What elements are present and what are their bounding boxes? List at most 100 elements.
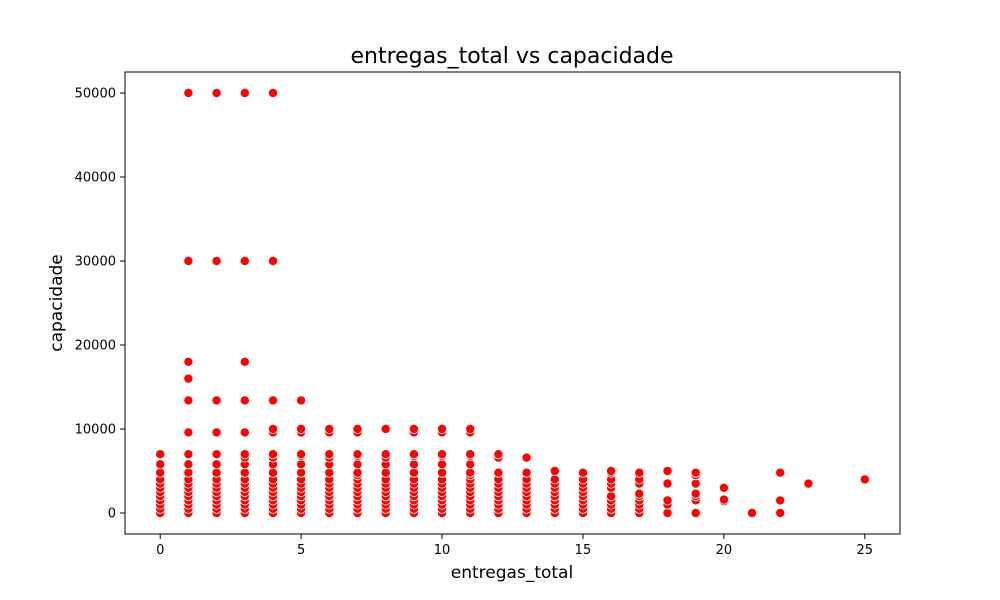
data-point: [690, 467, 701, 478]
data-point: [239, 356, 250, 367]
data-point: [775, 467, 786, 478]
data-point: [436, 449, 447, 460]
x-axis-label: entregas_total: [451, 563, 573, 583]
data-point: [634, 488, 645, 499]
data-point: [690, 478, 701, 489]
data-point: [183, 255, 194, 266]
y-tick-label: 10000: [75, 423, 116, 438]
data-point: [436, 459, 447, 470]
chart-title: entregas_total vs capacidade: [350, 44, 673, 69]
data-point: [662, 478, 673, 489]
data-point: [718, 482, 729, 493]
data-point: [296, 423, 307, 434]
data-point: [211, 459, 222, 470]
data-point: [465, 459, 476, 470]
data-point: [155, 467, 166, 478]
data-point: [634, 467, 645, 478]
data-point: [183, 373, 194, 384]
y-tick-label: 20000: [75, 339, 116, 354]
data-point: [493, 449, 504, 460]
data-point: [352, 423, 363, 434]
y-axis-label: capacidade: [47, 254, 67, 352]
data-point: [324, 449, 335, 460]
x-tick-label: 20: [716, 543, 733, 558]
data-point: [662, 507, 673, 518]
data-point: [239, 449, 250, 460]
data-point: [465, 467, 476, 478]
data-point: [408, 467, 419, 478]
data-point: [183, 395, 194, 406]
data-point: [267, 88, 278, 99]
data-point: [606, 465, 617, 476]
data-point: [183, 467, 194, 478]
data-point: [211, 395, 222, 406]
x-tick-label: 0: [156, 543, 164, 558]
y-tick-label: 40000: [75, 171, 116, 186]
data-point: [662, 465, 673, 476]
data-point: [803, 478, 814, 489]
data-point: [718, 494, 729, 505]
data-point: [267, 449, 278, 460]
data-point: [380, 423, 391, 434]
data-point: [183, 88, 194, 99]
data-point: [690, 507, 701, 518]
data-point: [296, 459, 307, 470]
data-point: [436, 423, 447, 434]
plot-frame: [124, 71, 901, 535]
data-point: [408, 449, 419, 460]
data-point: [521, 452, 532, 463]
data-point: [211, 449, 222, 460]
data-point: [155, 459, 166, 470]
data-point: [380, 467, 391, 478]
data-point: [465, 449, 476, 460]
data-point: [211, 427, 222, 438]
data-point: [183, 356, 194, 367]
data-point: [493, 467, 504, 478]
data-point: [239, 427, 250, 438]
data-point: [211, 88, 222, 99]
data-point: [324, 423, 335, 434]
x-tick-label: 5: [297, 543, 305, 558]
y-tick-label: 50000: [75, 87, 116, 102]
data-point: [296, 467, 307, 478]
data-point: [578, 467, 589, 478]
data-point: [352, 459, 363, 470]
x-tick-label: 25: [856, 543, 873, 558]
data-point: [211, 255, 222, 266]
data-point: [239, 255, 250, 266]
data-point: [662, 495, 673, 506]
data-point: [606, 491, 617, 502]
data-point: [267, 467, 278, 478]
data-point: [267, 423, 278, 434]
data-point: [549, 474, 560, 485]
data-point: [296, 449, 307, 460]
data-point: [408, 459, 419, 470]
data-point: [747, 507, 758, 518]
data-point: [380, 449, 391, 460]
data-point: [352, 467, 363, 478]
data-point: [296, 395, 307, 406]
data-point: [155, 449, 166, 460]
data-point: [408, 423, 419, 434]
data-point: [183, 459, 194, 470]
data-point: [775, 507, 786, 518]
x-tick-label: 15: [575, 543, 592, 558]
data-point: [183, 427, 194, 438]
data-point: [267, 395, 278, 406]
data-point: [465, 423, 476, 434]
data-point: [183, 449, 194, 460]
data-point: [267, 255, 278, 266]
x-tick-label: 10: [434, 543, 451, 558]
data-point: [775, 495, 786, 506]
data-point: [352, 449, 363, 460]
data-point: [239, 395, 250, 406]
data-point: [690, 488, 701, 499]
y-tick-label: 30000: [75, 255, 116, 270]
data-point: [239, 88, 250, 99]
y-tick-label: 0: [108, 507, 116, 522]
plot-area: [155, 88, 870, 518]
data-point: [211, 467, 222, 478]
data-point: [521, 467, 532, 478]
data-point: [859, 474, 870, 485]
